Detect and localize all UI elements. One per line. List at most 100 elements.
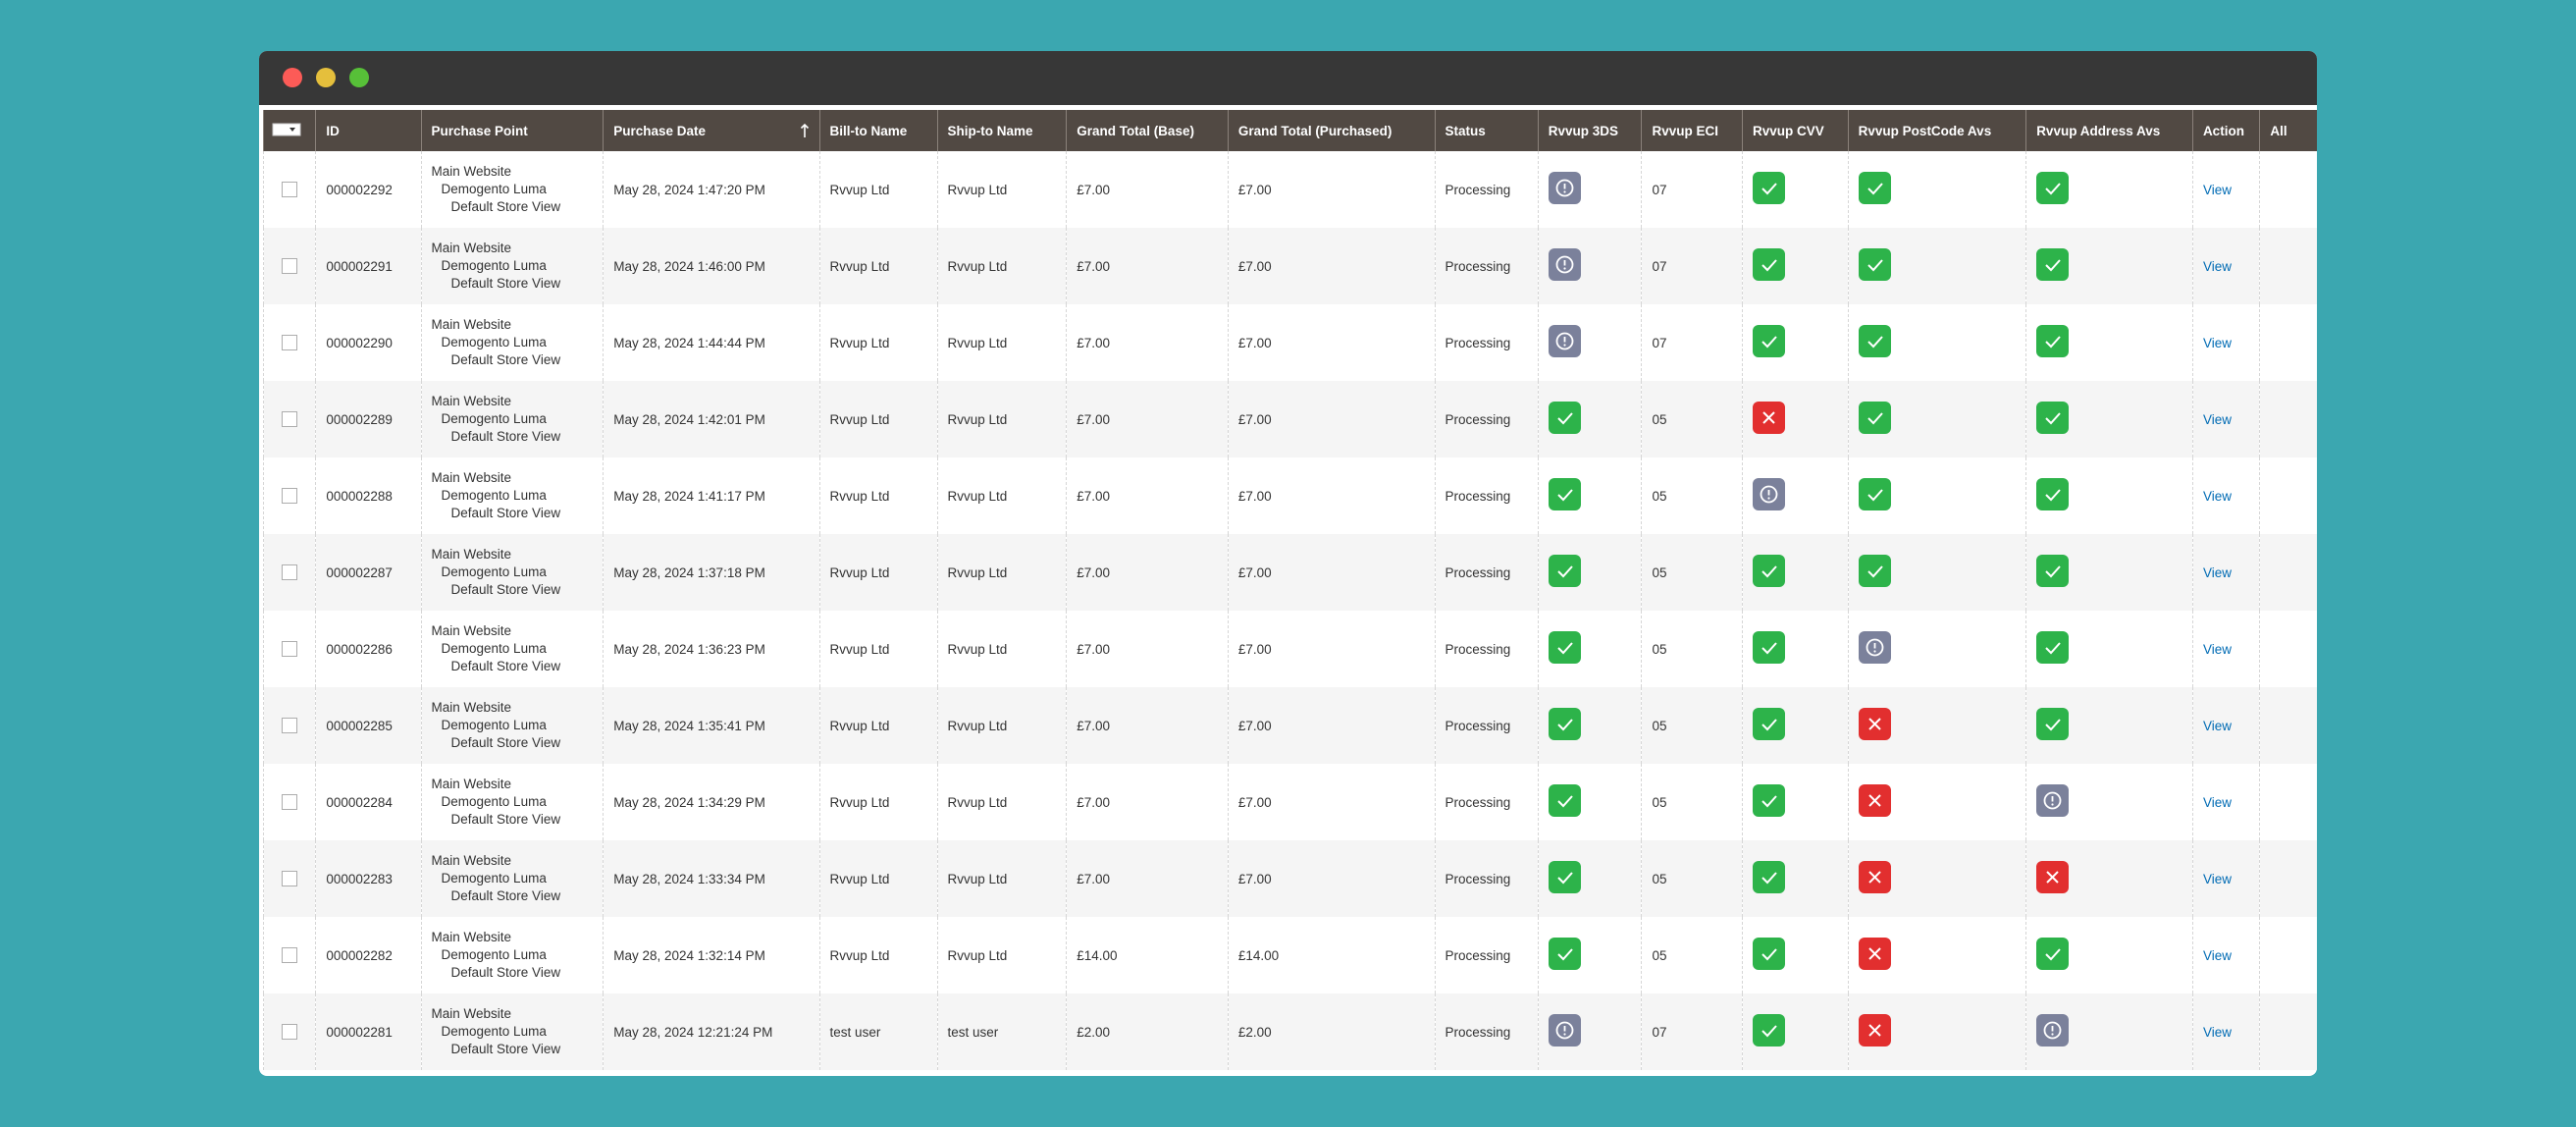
date-cell: May 28, 2024 1:44:44 PM <box>603 304 820 381</box>
mass-select[interactable] <box>262 110 316 151</box>
status-icon-pass <box>1548 938 1581 970</box>
eci: 07 <box>1652 1024 1667 1040</box>
status-icon-pass <box>1548 478 1581 510</box>
purchased-cell: £7.00 <box>1227 381 1436 457</box>
date-cell: May 28, 2024 1:35:41 PM <box>603 687 820 764</box>
column-header[interactable]: Rvvup Address Avs <box>2025 110 2193 151</box>
view-link[interactable]: View <box>2202 258 2232 274</box>
column-header[interactable]: Grand Total (Base) <box>1066 110 1229 151</box>
view-link[interactable]: View <box>2202 871 2232 886</box>
view-link[interactable]: View <box>2202 794 2232 810</box>
column-header[interactable]: Rvvup CVV <box>1742 110 1849 151</box>
column-header[interactable]: Purchase Point <box>420 110 604 151</box>
status: Processing <box>1445 564 1511 580</box>
ship-to: Rvvup Ltd <box>947 794 1008 810</box>
action-cell: View <box>2191 611 2260 687</box>
cvv-cell <box>1742 764 1849 840</box>
column-header[interactable]: Status <box>1434 110 1539 151</box>
row-checkbox[interactable] <box>282 564 297 580</box>
select-cell <box>262 993 316 1070</box>
purchase-point-line: Default Store View <box>450 199 561 214</box>
column-title: Rvvup PostCode Avs <box>1858 123 1992 138</box>
row-checkbox[interactable] <box>282 1024 297 1040</box>
all-cell <box>2259 228 2317 304</box>
ship-to: Rvvup Ltd <box>947 182 1008 197</box>
column-header[interactable]: Ship-to Name <box>936 110 1067 151</box>
id: 000002282 <box>326 947 393 963</box>
status: Processing <box>1445 718 1511 733</box>
postcode-avs-cell <box>1847 917 2026 993</box>
action-cell: View <box>2191 151 2260 228</box>
mass-select-control[interactable] <box>272 123 301 136</box>
view-link[interactable]: View <box>2202 564 2232 580</box>
column-header[interactable]: Rvvup PostCode Avs <box>1847 110 2026 151</box>
purchase-point-line: Main Website <box>431 241 512 255</box>
view-link[interactable]: View <box>2202 488 2232 504</box>
minimize-button[interactable] <box>316 68 336 87</box>
order-row: 000002290 Main Website Demogento Luma Defau… <box>262 304 2317 381</box>
view-link[interactable]: View <box>2202 718 2232 733</box>
column-header[interactable]: Rvvup 3DS <box>1537 110 1642 151</box>
postcode-avs-cell <box>1847 381 2026 457</box>
purchased-cell: £7.00 <box>1227 687 1436 764</box>
column-header[interactable]: Grand Total (Purchased) <box>1227 110 1436 151</box>
purchase-point-line: Main Website <box>431 547 512 562</box>
row-checkbox[interactable] <box>282 871 297 886</box>
status-icon-info <box>1548 1014 1581 1046</box>
date: May 28, 2024 1:41:17 PM <box>613 488 765 504</box>
action-cell: View <box>2191 993 2260 1070</box>
column-title: Grand Total (Base) <box>1077 123 1194 138</box>
row-checkbox[interactable] <box>282 718 297 733</box>
row-checkbox[interactable] <box>282 794 297 810</box>
postcode-avs-cell <box>1847 228 2026 304</box>
column-header[interactable]: Purchase Date <box>603 110 820 151</box>
window: ID Purchase Point Purchase Date Bill-to Nam… <box>259 51 2317 1076</box>
row-checkbox[interactable] <box>282 182 297 197</box>
view-link[interactable]: View <box>2202 947 2232 963</box>
row-checkbox[interactable] <box>282 488 297 504</box>
id-cell: 000002283 <box>315 840 422 917</box>
view-link[interactable]: View <box>2202 182 2232 197</box>
base: £7.00 <box>1077 182 1110 197</box>
base: £7.00 <box>1077 718 1110 733</box>
view-link[interactable]: View <box>2202 641 2232 657</box>
status-icon-pass <box>1753 708 1786 740</box>
select-cell <box>262 381 316 457</box>
status-icon-pass <box>1753 172 1786 204</box>
view-link[interactable]: View <box>2202 1024 2232 1040</box>
eci-cell: 05 <box>1641 764 1743 840</box>
row-checkbox[interactable] <box>282 335 297 350</box>
postcode-avs-cell <box>1847 687 2026 764</box>
column-title: Status <box>1445 123 1486 138</box>
status-icon-info <box>2036 1014 2070 1046</box>
eci-cell: 05 <box>1641 611 1743 687</box>
column-header[interactable]: Bill-to Name <box>818 110 938 151</box>
view-link[interactable]: View <box>2202 335 2232 350</box>
row-checkbox[interactable] <box>282 411 297 427</box>
id: 000002284 <box>326 794 393 810</box>
select-cell <box>262 764 316 840</box>
column-title: Purchase Point <box>431 123 528 138</box>
eci-cell: 05 <box>1641 381 1743 457</box>
id-cell: 000002282 <box>315 917 422 993</box>
bill-to: Rvvup Ltd <box>829 258 890 274</box>
column-header[interactable]: All <box>2259 110 2317 151</box>
status-icon-fail <box>1858 861 1891 893</box>
id-cell: 000002281 <box>315 993 422 1070</box>
view-link[interactable]: View <box>2202 411 2232 427</box>
date-cell: May 28, 2024 1:37:18 PM <box>603 534 820 611</box>
status-icon-info <box>1548 172 1581 204</box>
purchased-cell: £7.00 <box>1227 457 1436 534</box>
row-checkbox[interactable] <box>282 947 297 963</box>
column-header[interactable]: ID <box>315 110 422 151</box>
status-icon-pass <box>1858 478 1891 510</box>
select-cell <box>262 917 316 993</box>
close-button[interactable] <box>283 68 302 87</box>
rvvup-3ds-cell <box>1537 993 1642 1070</box>
column-header[interactable]: Action <box>2191 110 2260 151</box>
column-header[interactable]: Rvvup ECI <box>1641 110 1743 151</box>
eci: 07 <box>1652 258 1667 274</box>
row-checkbox[interactable] <box>282 641 297 657</box>
maximize-button[interactable] <box>349 68 369 87</box>
row-checkbox[interactable] <box>282 258 297 274</box>
